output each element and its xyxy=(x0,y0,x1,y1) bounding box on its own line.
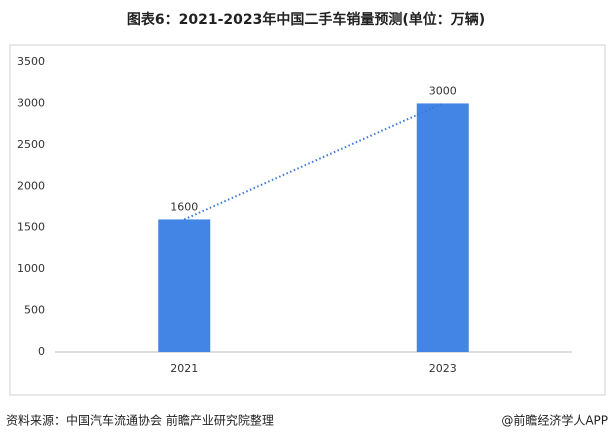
data-label: 1600 xyxy=(170,200,198,213)
y-tick-label: 1000 xyxy=(17,262,45,275)
trend-line xyxy=(183,102,444,221)
chart-frame xyxy=(9,44,606,396)
x-tick-label: 2021 xyxy=(170,362,198,375)
source-note: 资料来源：中国汽车流通协会 前瞻产业研究院整理 xyxy=(6,413,274,428)
bar xyxy=(158,219,211,352)
chart-title: 图表6：2021-2023年中国二手车销量预测(单位：万辆) xyxy=(127,11,485,28)
y-tick-label: 0 xyxy=(38,345,45,358)
y-tick-label: 2000 xyxy=(17,179,45,192)
data-label: 3000 xyxy=(429,84,457,97)
y-tick-label: 500 xyxy=(24,304,45,317)
y-tick-label: 1500 xyxy=(17,221,45,234)
y-tick-label: 3000 xyxy=(17,96,45,109)
y-tick-label: 3500 xyxy=(17,55,45,68)
bar xyxy=(416,103,469,352)
credit: @前瞻经济学人APP xyxy=(501,413,608,428)
y-tick-label: 2500 xyxy=(17,138,45,151)
x-tick-label: 2023 xyxy=(429,362,457,375)
